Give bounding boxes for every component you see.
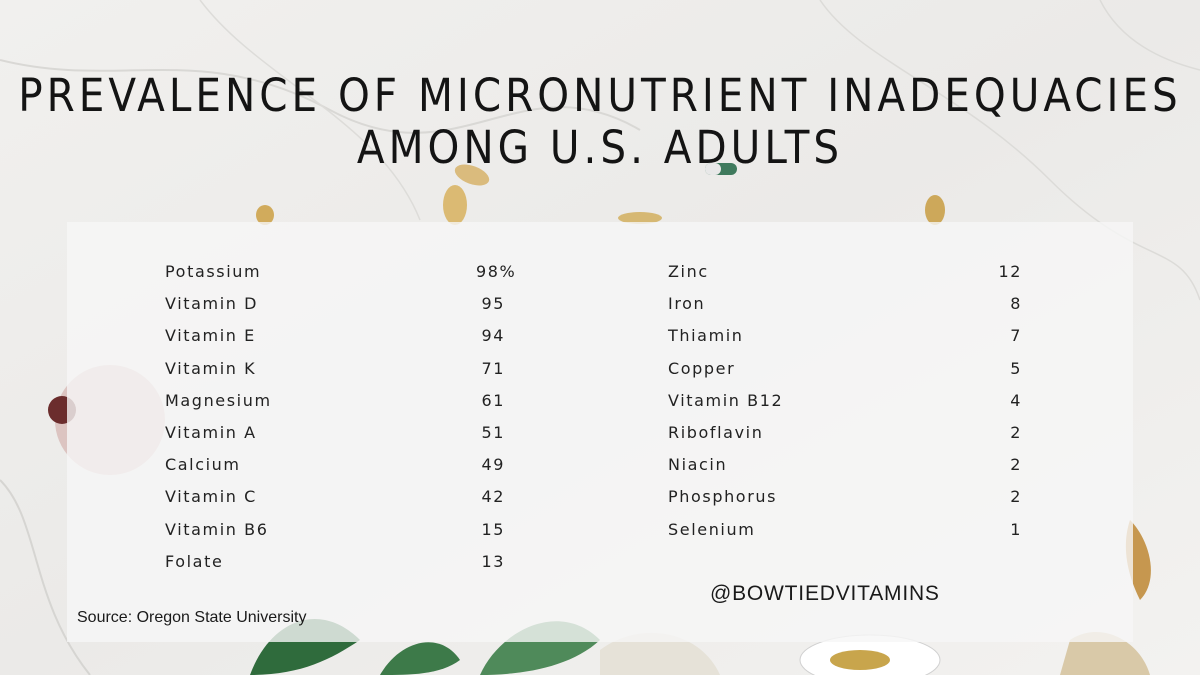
table-row: Selenium 1 [668, 520, 1042, 544]
nutrient-name: Selenium [668, 519, 756, 539]
table-row: Magnesium 61 [165, 391, 525, 415]
nutrient-value: 95 [481, 294, 505, 314]
nutrient-name: Thiamin [668, 326, 744, 346]
chart-title: PREVALENCE OF MICRONUTRIENT INADEQUACIES… [0, 70, 1200, 174]
table-row: Riboflavin 2 [668, 423, 1042, 447]
nutrient-name: Zinc [668, 262, 709, 281]
table-row: Iron 8 [668, 294, 1042, 318]
table-row: Vitamin B12 4 [668, 391, 1042, 415]
chart-title-line-2: AMONG U.S. ADULTS [356, 121, 844, 174]
table-row: Vitamin E 94 [165, 326, 525, 350]
nutrient-value: 49 [481, 455, 505, 475]
nutrient-name: Vitamin C [165, 487, 257, 507]
table-row: Potassium 98% [165, 262, 525, 286]
author-handle: @BOWTIEDVITAMINS [710, 582, 940, 605]
nutrient-value: 71 [481, 358, 505, 378]
table-row: Vitamin C 42 [165, 487, 525, 511]
table-row: Vitamin K 71 [165, 359, 525, 383]
nutrient-name: Potassium [165, 262, 262, 281]
nutrient-name: Riboflavin [668, 423, 764, 442]
nutrient-name: Vitamin A [165, 423, 257, 442]
nutrient-name: Copper [668, 358, 736, 378]
table-row: Niacin 2 [668, 455, 1042, 479]
nutrient-value: 1 [1010, 519, 1022, 539]
nutrient-value: 15 [481, 519, 505, 539]
table-row: Vitamin B6 15 [165, 520, 525, 544]
nutrient-value: 2 [1010, 487, 1022, 507]
nutrient-name: Iron [668, 294, 706, 314]
nutrient-value: 7 [1010, 326, 1022, 346]
nutrient-value: 98% [476, 262, 517, 281]
nutrient-value: 13 [481, 551, 505, 571]
nutrient-name: Niacin [668, 455, 728, 475]
nutrient-name: Vitamin B6 [165, 519, 269, 539]
nutrient-value: 4 [1010, 390, 1022, 410]
nutrient-name: Vitamin E [165, 326, 256, 346]
nutrient-name: Vitamin B12 [668, 390, 784, 410]
nutrient-value: 12 [998, 262, 1022, 281]
nutrient-name: Vitamin D [165, 294, 259, 314]
nutrient-value: 2 [1010, 423, 1022, 442]
chart-title-line-1: PREVALENCE OF MICRONUTRIENT INADEQUACIES [18, 69, 1182, 122]
nutrient-name: Phosphorus [668, 487, 778, 507]
table-row: Phosphorus 2 [668, 487, 1042, 511]
table-row: Vitamin A 51 [165, 423, 525, 447]
table-row: Folate 13 [165, 552, 525, 576]
table-row: Calcium 49 [165, 455, 525, 479]
content-panel [67, 222, 1133, 642]
table-row: Thiamin 7 [668, 326, 1042, 350]
nutrient-value: 8 [1010, 294, 1022, 314]
source-note: Source: Oregon State University [77, 609, 307, 626]
nutrient-value: 51 [481, 423, 505, 442]
table-row: Copper 5 [668, 359, 1042, 383]
nutrient-value: 2 [1010, 455, 1022, 475]
nutrient-name: Magnesium [165, 390, 272, 410]
nutrient-name: Folate [165, 551, 224, 571]
nutrient-value: 42 [481, 487, 505, 507]
table-row: Vitamin D 95 [165, 294, 525, 318]
nutrient-value: 94 [481, 326, 505, 346]
nutrient-value: 61 [481, 390, 505, 410]
nutrient-name: Vitamin K [165, 358, 257, 378]
table-row: Zinc 12 [668, 262, 1042, 286]
nutrient-name: Calcium [165, 455, 241, 475]
nutrient-value: 5 [1010, 358, 1022, 378]
